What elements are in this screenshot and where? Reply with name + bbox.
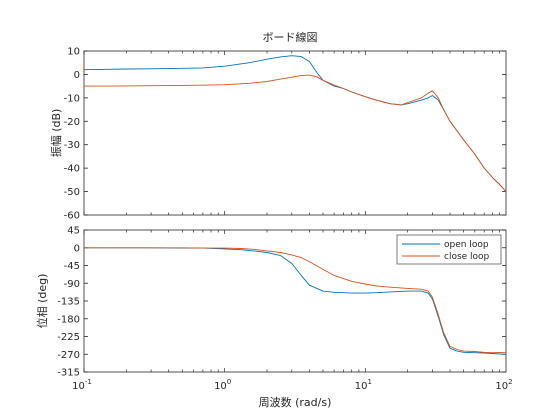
x-tick-labels: 10-1 100 101 102 (72, 378, 512, 392)
phase-ytick-label: -315 (57, 368, 80, 379)
magnitude-y-axis-label: 振幅 (dB) (49, 109, 63, 158)
magnitude-ytick-label: 0 (74, 70, 80, 81)
phase-ytick-label: 45 (67, 226, 80, 237)
phase-ytick-label: -225 (57, 332, 80, 343)
magnitude-ytick-label: -30 (64, 140, 80, 151)
phase-ytick-label: -135 (57, 297, 80, 308)
magnitude-x-ticks (83, 51, 500, 215)
magnitude-ytick-label: -50 (64, 187, 80, 198)
magnitude-ytick-label: 10 (67, 47, 80, 58)
x-tick-label: 102 (495, 378, 512, 392)
magnitude-ytick-label: -60 (64, 211, 80, 222)
x-tick-label: 100 (214, 378, 231, 392)
magnitude-ytick-label: -10 (64, 93, 80, 104)
legend-label-open-loop: open loop (444, 240, 489, 250)
magnitude-y-ticks: 10 0 -10 -20 -30 -40 -50 -60 (64, 47, 506, 222)
x-axis-label: 周波数 (rad/s) (259, 396, 332, 409)
magnitude-ytick-label: -20 (64, 117, 80, 128)
phase-x-ticks (83, 230, 500, 372)
legend: open loop close loop (396, 234, 502, 265)
phase-ytick-label: 0 (74, 243, 80, 254)
phase-ytick-label: -270 (57, 350, 80, 361)
phase-y-ticks: 45 0 -45 -90 -135 -180 -225 -270 -315 (57, 226, 506, 379)
magnitude-ytick-label: -40 (64, 164, 80, 175)
phase-ytick-label: -180 (57, 314, 80, 325)
phase-line-close-loop (84, 247, 507, 354)
x-tick-label: 101 (355, 378, 372, 392)
phase-y-axis-label: 位相 (deg) (35, 274, 49, 329)
chart-title: ボード線図 (263, 30, 318, 44)
legend-label-close-loop: close loop (444, 252, 490, 262)
legend-box (396, 234, 502, 265)
magnitude-series (83, 55, 507, 192)
x-tick-label: 10-1 (72, 378, 92, 392)
magnitude-plot-area (83, 50, 507, 216)
magnitude-line-close-loop (84, 74, 507, 192)
phase-ytick-label: -90 (64, 279, 80, 290)
phase-ytick-label: -45 (64, 261, 80, 272)
phase-panel: 45 0 -45 -90 -135 -180 -225 -270 -315 位相 (deg) o… (35, 226, 507, 379)
phase-series (84, 247, 507, 355)
magnitude-panel: 10 0 -10 -20 -30 -40 -50 -60 振幅 (dB) (49, 47, 507, 222)
